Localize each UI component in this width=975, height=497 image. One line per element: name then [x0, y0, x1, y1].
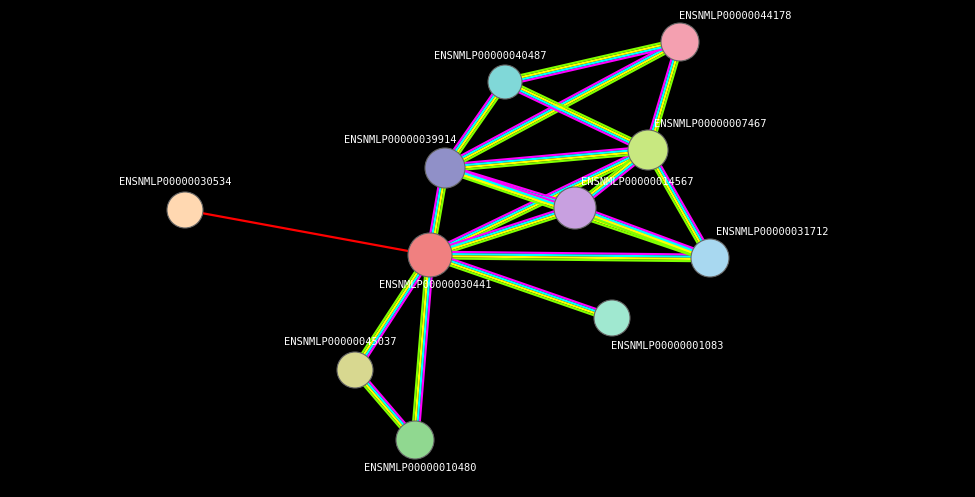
Text: ENSNMLP00000007467: ENSNMLP00000007467 [654, 119, 766, 129]
Circle shape [337, 352, 373, 388]
Circle shape [425, 148, 465, 188]
Circle shape [554, 187, 596, 229]
Text: ENSNMLP00000001083: ENSNMLP00000001083 [610, 341, 723, 351]
Circle shape [594, 300, 630, 336]
Text: ENSNMLP00000031712: ENSNMLP00000031712 [716, 227, 828, 237]
Circle shape [396, 421, 434, 459]
Circle shape [408, 233, 452, 277]
Text: ENSNMLP00000030534: ENSNMLP00000030534 [119, 177, 231, 187]
Circle shape [661, 23, 699, 61]
Circle shape [691, 239, 729, 277]
Text: ENSNMLP00000030441: ENSNMLP00000030441 [378, 280, 491, 290]
Circle shape [167, 192, 203, 228]
Text: ENSNMLP00000044178: ENSNMLP00000044178 [679, 11, 792, 21]
Text: ENSNMLP00000039914: ENSNMLP00000039914 [344, 135, 456, 145]
Text: ENSNMLP00000010480: ENSNMLP00000010480 [364, 463, 476, 473]
Circle shape [628, 130, 668, 170]
Text: ENSNMLP00000040487: ENSNMLP00000040487 [434, 51, 546, 61]
Circle shape [488, 65, 522, 99]
Text: ENSNMLP00000045037: ENSNMLP00000045037 [284, 337, 396, 347]
Text: ENSNMLP00000014567: ENSNMLP00000014567 [581, 177, 693, 187]
